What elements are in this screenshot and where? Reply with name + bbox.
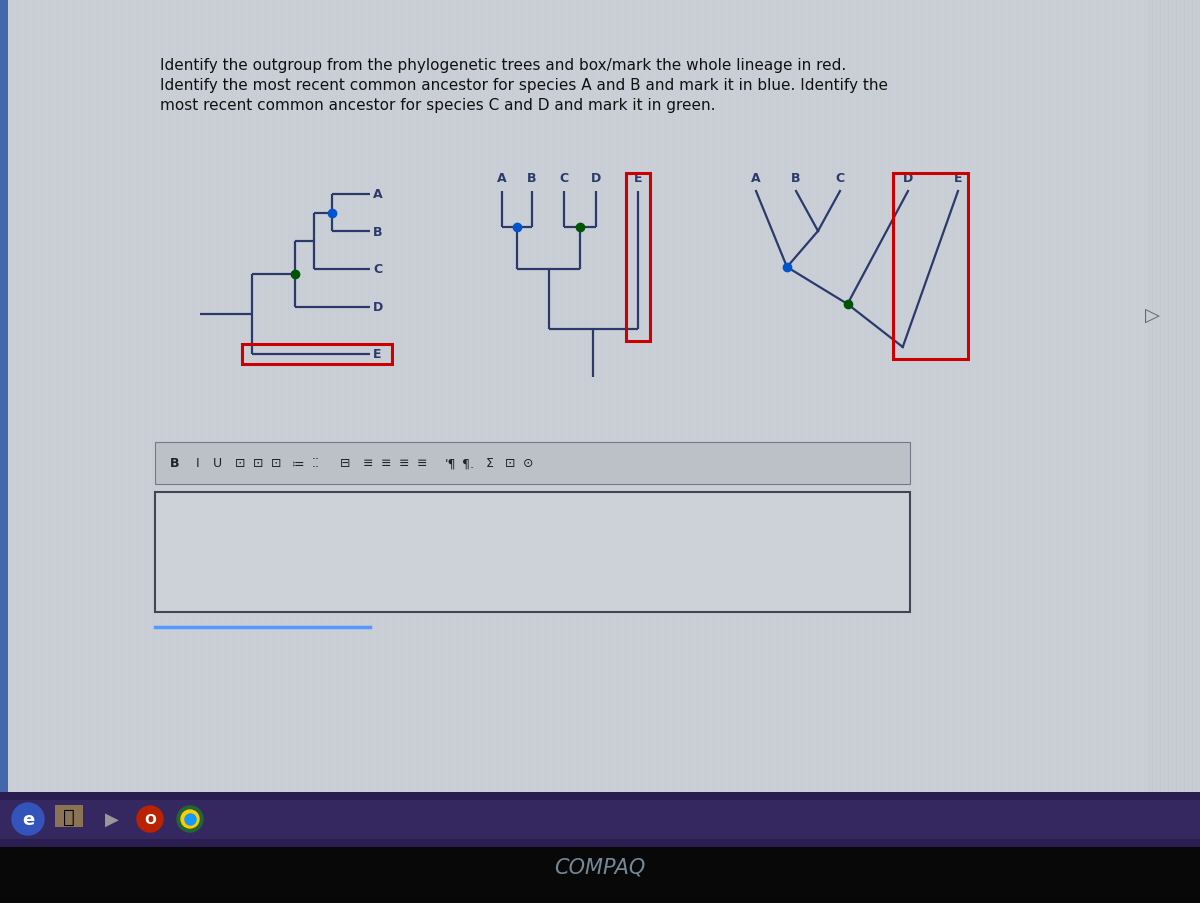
- Text: ≡: ≡: [398, 457, 409, 470]
- Text: U: U: [212, 457, 222, 470]
- Text: E: E: [373, 349, 382, 361]
- Bar: [8, 0, 1148, 794]
- Text: B: B: [527, 172, 536, 185]
- Text: D: D: [902, 172, 913, 185]
- Text: most recent common ancestor for species C and D and mark it in green.: most recent common ancestor for species …: [160, 98, 715, 113]
- Text: ≡: ≡: [362, 457, 373, 470]
- Text: Identify the outgroup from the phylogenetic trees and box/mark the whole lineage: Identify the outgroup from the phylogene…: [160, 58, 846, 73]
- Circle shape: [178, 806, 203, 832]
- Text: B: B: [373, 225, 383, 238]
- Text: D: D: [373, 302, 383, 314]
- Text: A: A: [751, 172, 761, 185]
- Bar: [893, 173, 968, 359]
- Text: ▶: ▶: [106, 810, 119, 828]
- Text: O: O: [144, 812, 156, 826]
- Text: B: B: [791, 172, 800, 185]
- Bar: [0, 0, 8, 903]
- Text: ⊡: ⊡: [235, 457, 245, 470]
- Text: ≔: ≔: [292, 457, 305, 470]
- Text: 📁: 📁: [64, 806, 74, 825]
- Bar: [155, 442, 910, 485]
- Circle shape: [181, 810, 199, 828]
- Text: A: A: [497, 172, 506, 185]
- Bar: [626, 173, 650, 341]
- Text: A: A: [373, 189, 383, 201]
- Text: e: e: [22, 810, 34, 828]
- Bar: [242, 345, 392, 365]
- Text: ⊡: ⊡: [253, 457, 263, 470]
- Text: '¶: '¶: [444, 457, 456, 470]
- Text: C: C: [835, 172, 845, 185]
- Text: ▷: ▷: [1145, 305, 1159, 324]
- Text: ⊟: ⊟: [340, 457, 350, 470]
- Circle shape: [12, 803, 44, 835]
- Bar: [55, 805, 83, 827]
- Bar: [0, 792, 1200, 847]
- Text: Identify the most recent common ancestor for species A and B and mark it in blue: Identify the most recent common ancestor…: [160, 78, 888, 93]
- Circle shape: [137, 806, 163, 832]
- Text: ⊙: ⊙: [523, 457, 533, 470]
- Bar: [0, 847, 1200, 903]
- Text: ≡: ≡: [380, 457, 391, 470]
- Text: E: E: [954, 172, 962, 185]
- Text: ⁚⁚: ⁚⁚: [312, 457, 320, 470]
- Text: ⊡: ⊡: [271, 457, 281, 470]
- Text: D: D: [590, 172, 601, 185]
- Text: ≡: ≡: [416, 457, 427, 470]
- Text: E: E: [634, 172, 642, 185]
- Text: COMPAQ: COMPAQ: [554, 857, 646, 877]
- Text: Σ: Σ: [486, 457, 494, 470]
- Bar: [0, 800, 1200, 839]
- Text: C: C: [373, 263, 382, 276]
- Text: C: C: [559, 172, 569, 185]
- Text: B: B: [170, 457, 180, 470]
- Text: I: I: [196, 457, 200, 470]
- Bar: [155, 492, 910, 612]
- Text: ¶.: ¶.: [462, 457, 474, 470]
- Text: ⊡: ⊡: [505, 457, 515, 470]
